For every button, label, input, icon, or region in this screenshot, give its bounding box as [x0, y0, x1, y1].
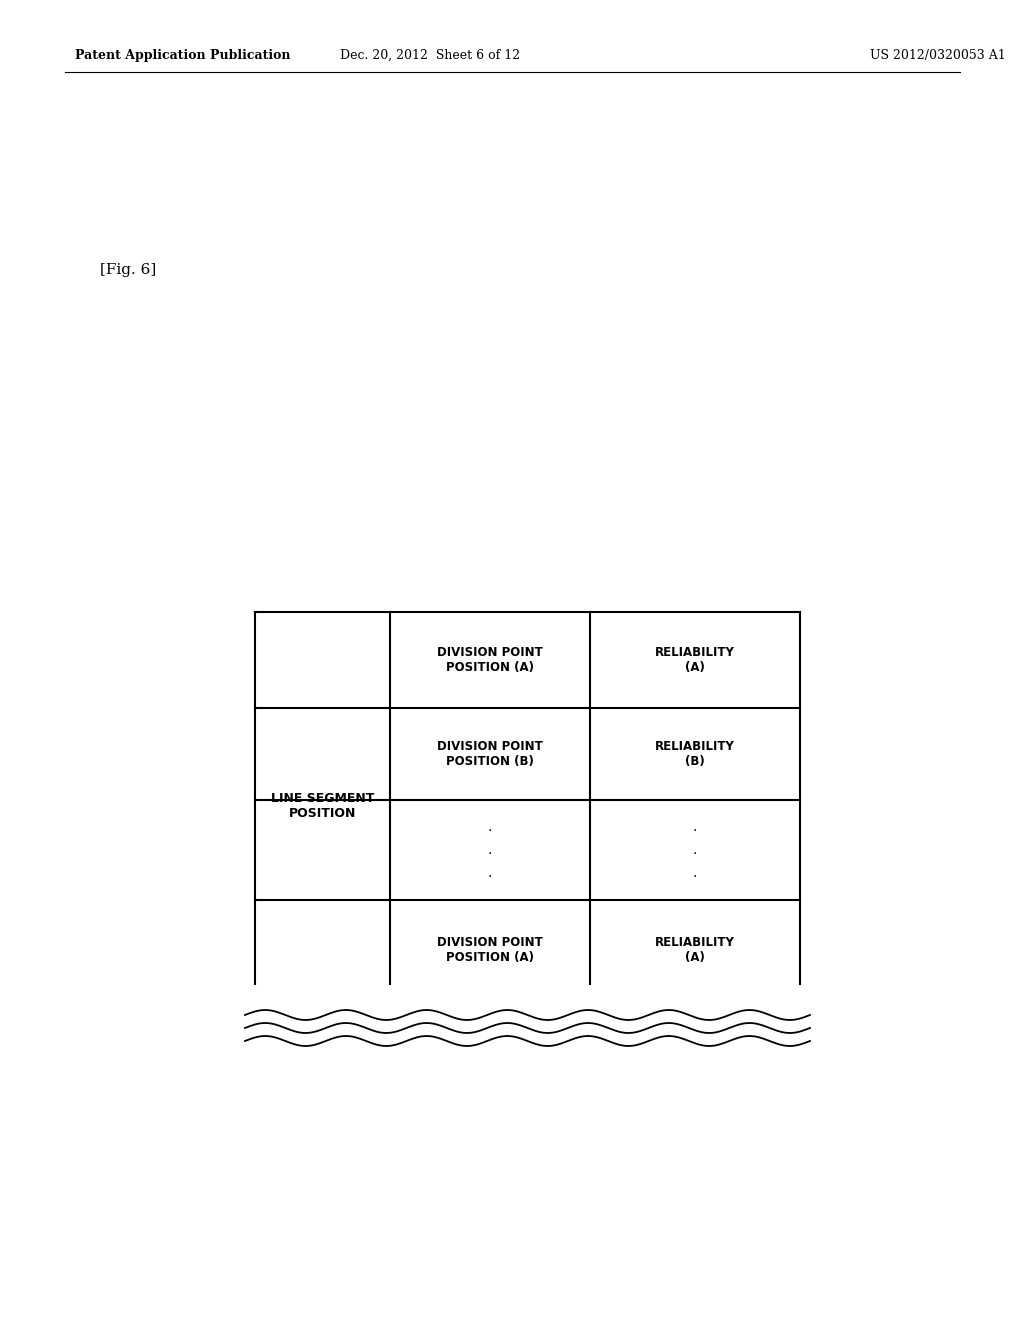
Text: US 2012/0320053 A1: US 2012/0320053 A1	[870, 49, 1006, 62]
Text: DIVISION POINT
POSITION (A): DIVISION POINT POSITION (A)	[437, 645, 543, 675]
Text: RELIABILITY
(B): RELIABILITY (B)	[655, 741, 735, 768]
Text: .
.
.: . . .	[487, 820, 493, 880]
Text: RELIABILITY
(A): RELIABILITY (A)	[655, 645, 735, 675]
Polygon shape	[250, 985, 805, 1030]
Text: Dec. 20, 2012  Sheet 6 of 12: Dec. 20, 2012 Sheet 6 of 12	[340, 49, 520, 62]
Text: Patent Application Publication: Patent Application Publication	[75, 49, 291, 62]
Text: LINE SEGMENT
POSITION: LINE SEGMENT POSITION	[270, 792, 374, 820]
Text: DIVISION POINT
POSITION (A): DIVISION POINT POSITION (A)	[437, 936, 543, 964]
Text: DIVISION POINT
POSITION (B): DIVISION POINT POSITION (B)	[437, 741, 543, 768]
Text: [Fig. 6]: [Fig. 6]	[100, 263, 157, 277]
Text: .
.
.: . . .	[693, 820, 697, 880]
Text: RELIABILITY
(A): RELIABILITY (A)	[655, 936, 735, 964]
